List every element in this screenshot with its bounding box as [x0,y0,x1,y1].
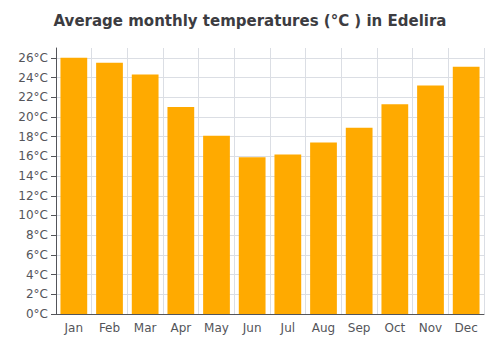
svg-text:Apr: Apr [170,321,191,335]
svg-text:Aug: Aug [312,321,335,335]
svg-text:6°C: 6°C [26,248,48,262]
svg-text:Jul: Jul [280,321,295,335]
svg-text:Jan: Jan [64,321,84,335]
svg-text:18°C: 18°C [18,130,48,144]
svg-text:Feb: Feb [99,321,120,335]
svg-text:16°C: 16°C [18,149,48,163]
svg-text:26°C: 26°C [18,51,48,65]
svg-text:8°C: 8°C [26,228,48,242]
svg-text:2°C: 2°C [26,287,48,301]
svg-text:20°C: 20°C [18,110,48,124]
svg-text:4°C: 4°C [26,268,48,282]
svg-text:Sep: Sep [348,321,371,335]
svg-text:Mar: Mar [134,321,157,335]
svg-text:0°C: 0°C [26,307,48,321]
svg-text:Nov: Nov [419,321,442,335]
svg-text:10°C: 10°C [18,208,48,222]
svg-text:May: May [204,321,229,335]
svg-text:22°C: 22°C [18,90,48,104]
svg-text:24°C: 24°C [18,71,48,85]
svg-text:Average monthly temperatures (: Average monthly temperatures (°C ) in Ed… [54,12,447,30]
svg-text:Oct: Oct [384,321,405,335]
svg-text:Jun: Jun [242,321,262,335]
svg-text:12°C: 12°C [18,189,48,203]
svg-text:14°C: 14°C [18,169,48,183]
svg-text:Dec: Dec [455,321,478,335]
